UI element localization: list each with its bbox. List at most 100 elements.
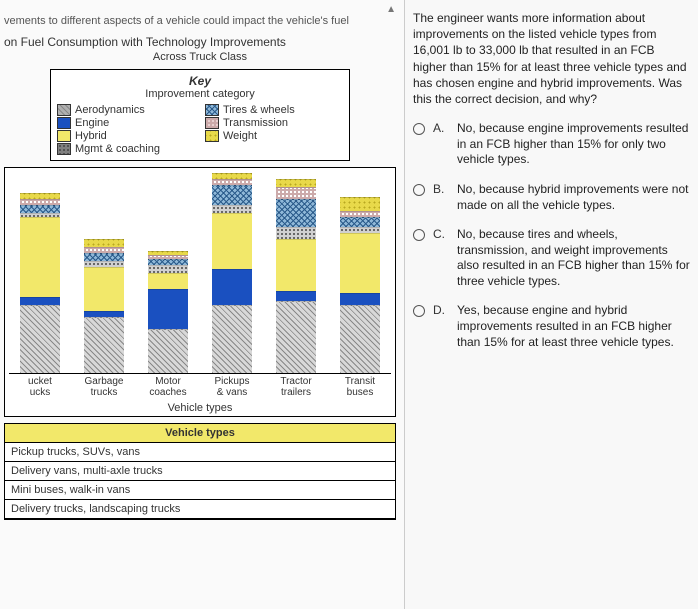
stacked-bar	[148, 251, 188, 373]
bar-segment-mgmt	[148, 265, 188, 273]
bar-slot	[141, 174, 195, 373]
bar-segment-weight	[276, 179, 316, 187]
legend-label: Transmission	[223, 117, 288, 129]
radio-icon[interactable]	[413, 184, 425, 196]
legend-item: Transmission	[205, 117, 343, 129]
legend-label: Tires & wheels	[223, 104, 295, 116]
legend-item: Weight	[205, 130, 343, 142]
chart-area: ucketucks Garbagetrucks Motorcoaches Pickup…	[4, 167, 396, 417]
choice-letter: C.	[433, 227, 449, 241]
legend-label: Mgmt & coaching	[75, 143, 160, 155]
answer-choice[interactable]: C. No, because tires and wheels, transmis…	[413, 227, 690, 289]
stacked-bar	[212, 173, 252, 373]
bar-segment-trans	[276, 187, 316, 199]
bar-segment-tires	[212, 185, 252, 205]
bar-segment-tires	[84, 253, 124, 261]
bar-segment-aero	[340, 305, 380, 373]
stacked-bar	[340, 197, 380, 373]
bar-slot	[77, 174, 131, 373]
stacked-bar	[84, 239, 124, 373]
legend-label: Hybrid	[75, 130, 107, 142]
x-tick-label: Transitbuses	[333, 376, 387, 398]
bar-segment-engine	[340, 293, 380, 305]
scroll-up-icon[interactable]: ▲	[0, 4, 400, 15]
bar-segment-engine	[148, 289, 188, 329]
bar-segment-tires	[20, 205, 60, 213]
legend-swatch	[205, 104, 219, 116]
legend-label: Aerodynamics	[75, 104, 145, 116]
table-header: Vehicle types	[5, 424, 395, 443]
x-axis-label: Vehicle types	[9, 402, 391, 414]
bar-segment-mgmt	[212, 205, 252, 213]
bar-slot	[205, 174, 259, 373]
radio-icon[interactable]	[413, 305, 425, 317]
x-tick-label: Tractortrailers	[269, 376, 323, 398]
bar-segment-hybrid	[148, 273, 188, 289]
bar-segment-weight	[340, 197, 380, 211]
legend-title: Key	[57, 74, 343, 88]
vehicle-types-table: Vehicle types Pickup trucks, SUVs, vansD…	[4, 423, 396, 520]
legend-item: Hybrid	[57, 130, 195, 142]
legend-box: Key Improvement category AerodynamicsEng…	[50, 69, 350, 161]
legend-swatch	[57, 104, 71, 116]
bar-segment-hybrid	[20, 217, 60, 297]
stacked-bar	[20, 193, 60, 373]
bar-segment-aero	[20, 305, 60, 373]
bar-slot	[13, 174, 67, 373]
stacked-bar	[276, 179, 316, 373]
bar-segment-aero	[84, 317, 124, 373]
bar-segment-tires	[276, 199, 316, 227]
x-tick-label: ucketucks	[13, 376, 67, 398]
bar-segment-hybrid	[212, 213, 252, 269]
legend-label: Engine	[75, 117, 109, 129]
chart-title: on Fuel Consumption with Technology Impr…	[0, 35, 400, 49]
choice-text: Yes, because engine and hybrid improveme…	[457, 303, 690, 350]
x-tick-label: Pickups& vans	[205, 376, 259, 398]
table-row: Mini buses, walk-in vans	[5, 481, 395, 500]
question-text: The engineer wants more information abou…	[413, 10, 690, 107]
right-panel: The engineer wants more information abou…	[405, 0, 698, 609]
radio-icon[interactable]	[413, 123, 425, 135]
crop-text: vements to different aspects of a vehicl…	[0, 15, 400, 27]
bar-segment-mgmt	[276, 227, 316, 239]
legend-subtitle: Improvement category	[57, 88, 343, 100]
bar-segment-weight	[84, 239, 124, 247]
bar-segment-aero	[212, 305, 252, 373]
radio-icon[interactable]	[413, 229, 425, 241]
bar-segment-aero	[148, 329, 188, 373]
bar-segment-engine	[276, 291, 316, 301]
choice-letter: B.	[433, 182, 449, 196]
legend-label: Weight	[223, 130, 257, 142]
bar-slot	[333, 174, 387, 373]
legend-swatch	[205, 117, 219, 129]
legend-item: Mgmt & coaching	[57, 143, 195, 155]
bar-segment-hybrid	[340, 233, 380, 293]
bar-segment-tires	[340, 217, 380, 227]
table-row: Pickup trucks, SUVs, vans	[5, 443, 395, 462]
table-row: Delivery trucks, landscaping trucks	[5, 500, 395, 519]
legend-item: Tires & wheels	[205, 104, 343, 116]
x-tick-label: Motorcoaches	[141, 376, 195, 398]
choice-text: No, because hybrid improvements were not…	[457, 182, 690, 213]
choice-letter: A.	[433, 121, 449, 135]
choice-text: No, because tires and wheels, transmissi…	[457, 227, 690, 289]
table-row: Delivery vans, multi-axle trucks	[5, 462, 395, 481]
legend-swatch	[57, 117, 71, 129]
choice-text: No, because engine improvements resulted…	[457, 121, 690, 168]
answer-choice[interactable]: D. Yes, because engine and hybrid improve…	[413, 303, 690, 350]
answer-choice[interactable]: A. No, because engine improvements result…	[413, 121, 690, 168]
x-tick-label: Garbagetrucks	[77, 376, 131, 398]
legend-swatch	[57, 143, 71, 155]
legend-swatch	[205, 130, 219, 142]
bar-slot	[269, 174, 323, 373]
left-panel: ▲ vements to different aspects of a vehi…	[0, 0, 405, 609]
bar-segment-hybrid	[84, 267, 124, 311]
choice-letter: D.	[433, 303, 449, 317]
bar-segment-aero	[276, 301, 316, 373]
legend-item: Engine	[57, 117, 195, 129]
chart-subtitle: Across Truck Class	[0, 51, 400, 63]
legend-item: Aerodynamics	[57, 104, 195, 116]
answer-choice[interactable]: B. No, because hybrid improvements were n…	[413, 182, 690, 213]
bar-segment-hybrid	[276, 239, 316, 291]
legend-swatch	[57, 130, 71, 142]
